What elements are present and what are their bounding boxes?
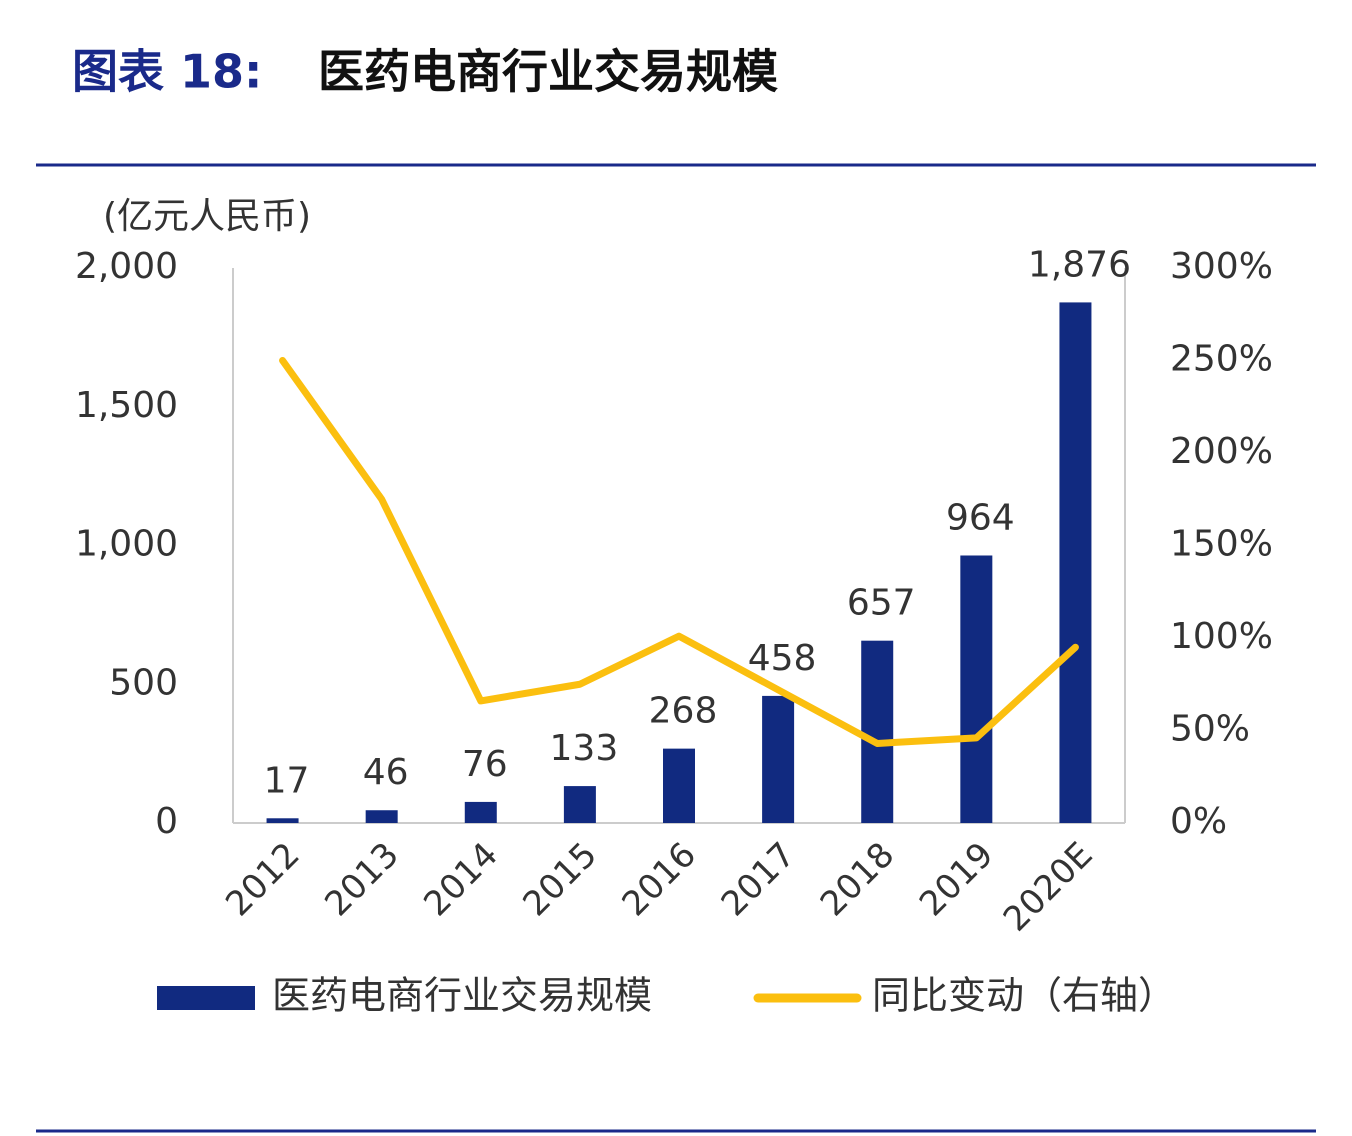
chart-title-label: 图表 18:: [72, 45, 262, 99]
legend-swatch: [157, 986, 255, 1010]
line: [279, 357, 1079, 747]
y-tick-label: 1,500: [75, 385, 178, 426]
data-label: 46: [363, 752, 409, 793]
bar: [1059, 302, 1092, 823]
bar: [266, 818, 299, 823]
bar: [960, 555, 993, 823]
y-tick-label: 500: [109, 662, 178, 703]
chart-title: 医药电商行业交易规模: [318, 45, 778, 99]
y-axis-label: (亿元人民币): [103, 196, 311, 237]
data-label: 133: [550, 728, 619, 769]
data-label: 76: [462, 744, 508, 785]
y2-tick-label: 50%: [1170, 709, 1250, 750]
y2-tick-label: 0%: [1170, 801, 1227, 842]
y2-tick-label: 300%: [1170, 246, 1273, 287]
x-tick-label: 2013: [317, 835, 406, 924]
x-tick-label: 2014: [416, 835, 505, 924]
bar: [663, 748, 695, 823]
x-tick-label: 2016: [615, 835, 704, 924]
data-label: 964: [946, 497, 1015, 538]
data-label: 458: [748, 638, 817, 679]
data-label: 268: [649, 691, 718, 732]
y2-tick-label: 200%: [1170, 431, 1273, 472]
y-tick-label: 0: [155, 801, 178, 842]
bar: [464, 801, 497, 823]
y2-tick-label: 100%: [1170, 616, 1273, 657]
data-label: 657: [847, 583, 916, 624]
y-tick-label: 2,000: [75, 246, 178, 287]
y2-tick-label: 250%: [1170, 339, 1273, 380]
x-tick-label: 2020E: [996, 835, 1101, 940]
x-tick-label: 2017: [714, 835, 803, 924]
data-label: 1,876: [1028, 244, 1131, 285]
bar: [365, 810, 398, 823]
y2-tick-label: 150%: [1170, 524, 1273, 565]
data-label: 17: [264, 760, 310, 801]
x-tick-label: 2018: [813, 835, 902, 924]
x-tick-label: 2015: [515, 835, 604, 924]
bar: [861, 640, 894, 823]
bar: [762, 695, 795, 823]
y-tick-label: 1,000: [75, 524, 178, 565]
x-tick-label: 2019: [912, 835, 1001, 924]
bar: [563, 786, 596, 823]
legend-label: 同比变动（右轴）: [872, 974, 1176, 1018]
x-tick-label: 2012: [218, 835, 307, 924]
legend-label: 医药电商行业交易规模: [272, 974, 652, 1018]
